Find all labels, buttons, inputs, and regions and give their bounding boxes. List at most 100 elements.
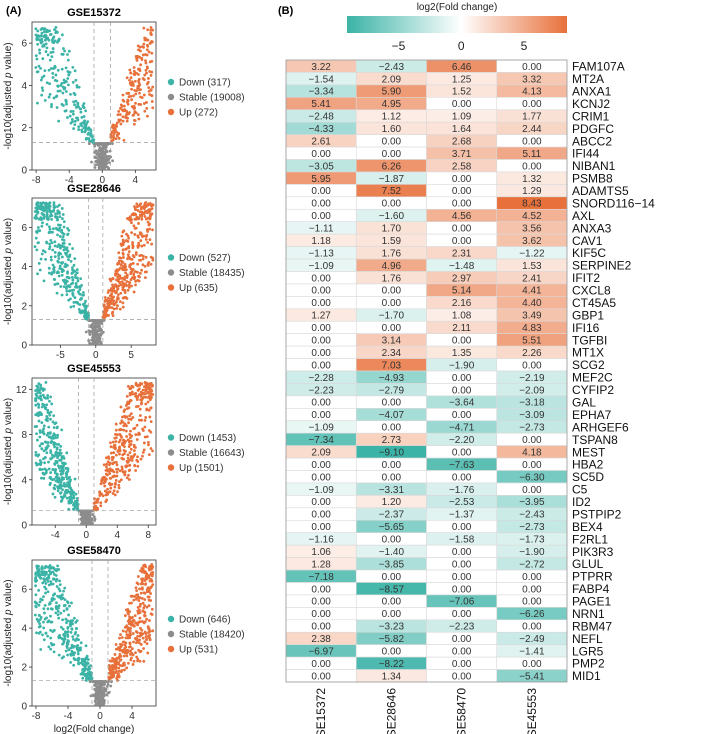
y-tick-label: 6 (21, 39, 27, 50)
down-point (87, 128, 90, 131)
up-point (139, 239, 143, 243)
cell-value-label: 4.52 (522, 211, 542, 222)
down-point (44, 42, 48, 46)
up-point (143, 109, 147, 113)
up-point (133, 270, 137, 273)
down-point (65, 275, 69, 279)
cell-value-label: 3.32 (522, 74, 542, 85)
down-point (49, 410, 53, 414)
down-point (50, 566, 53, 570)
up-point (147, 586, 151, 590)
stable-point (80, 509, 84, 513)
up-point (144, 402, 148, 406)
down-point (65, 246, 69, 250)
plot-title: GSE28646 (67, 183, 121, 195)
down-point (71, 65, 75, 69)
up-point (151, 583, 155, 587)
up-point (109, 135, 113, 139)
up-point (138, 418, 141, 422)
down-point (65, 451, 69, 455)
cell-value-label: 2.41 (522, 273, 542, 284)
up-point (132, 213, 136, 217)
down-point (38, 229, 41, 233)
down-point (64, 631, 68, 634)
cell-value-label: 0.00 (452, 472, 472, 483)
up-point (143, 207, 146, 210)
y-tick-label: 2 (21, 301, 27, 312)
x-tick-label: -5 (56, 350, 65, 361)
down-point (35, 602, 39, 605)
stable-point (82, 523, 86, 525)
up-point (149, 392, 153, 396)
up-point (140, 382, 144, 386)
down-point (82, 291, 85, 294)
down-point (34, 54, 38, 58)
down-point (69, 660, 73, 664)
x-tick-label: 0 (99, 175, 105, 186)
up-point (149, 592, 153, 595)
up-point (118, 480, 121, 484)
up-point (108, 463, 111, 467)
down-point (81, 303, 85, 306)
cell-value-label: −2.09 (519, 385, 545, 396)
down-point (38, 51, 42, 55)
up-point (131, 113, 135, 117)
down-point (74, 620, 78, 624)
stable-point (104, 142, 107, 145)
up-point (150, 574, 154, 578)
cell-value-label: 1.76 (382, 248, 402, 259)
up-point (150, 207, 154, 211)
y-tick-label: 2 (21, 663, 27, 674)
down-point (36, 201, 40, 204)
down-point (48, 201, 52, 205)
down-point (36, 211, 40, 215)
up-point (147, 203, 151, 206)
down-point (81, 121, 84, 125)
gene-label: IFIT2 (572, 271, 600, 285)
up-point (111, 475, 115, 479)
up-point (131, 455, 134, 459)
down-point (35, 38, 39, 42)
up-point (132, 449, 136, 453)
stable-point (91, 322, 95, 326)
cell-value-label: 7.03 (382, 360, 402, 371)
up-point (147, 261, 151, 264)
up-point (125, 476, 129, 480)
down-point (48, 82, 51, 86)
up-point (126, 116, 129, 120)
up-point (151, 256, 155, 260)
up-point (149, 88, 153, 92)
stable-point (91, 513, 94, 516)
down-point (69, 478, 72, 482)
gene-label: PMP2 (572, 657, 605, 671)
up-point (135, 398, 139, 402)
up-point (121, 109, 125, 113)
down-point (51, 492, 55, 496)
up-point (107, 313, 110, 317)
up-point (120, 467, 124, 471)
down-point (38, 630, 42, 634)
up-point (119, 654, 123, 658)
up-point (117, 274, 121, 277)
down-point (91, 140, 95, 144)
down-point (46, 215, 49, 219)
up-point (128, 615, 131, 619)
cell-value-label: −2.73 (519, 423, 545, 434)
up-point (139, 602, 142, 606)
up-point (137, 599, 141, 602)
down-point (75, 85, 79, 89)
up-point (138, 258, 141, 262)
up-point (137, 102, 141, 106)
down-point (46, 408, 50, 412)
down-point (44, 591, 47, 595)
up-point (104, 311, 107, 315)
up-point (128, 620, 131, 624)
up-point (115, 433, 119, 437)
up-point (132, 427, 136, 431)
cell-value-label: 0.00 (522, 161, 542, 172)
gene-label: CXCL8 (572, 284, 611, 298)
up-point (92, 507, 96, 511)
up-point (122, 104, 126, 108)
down-point (65, 642, 69, 646)
down-point (43, 69, 47, 73)
